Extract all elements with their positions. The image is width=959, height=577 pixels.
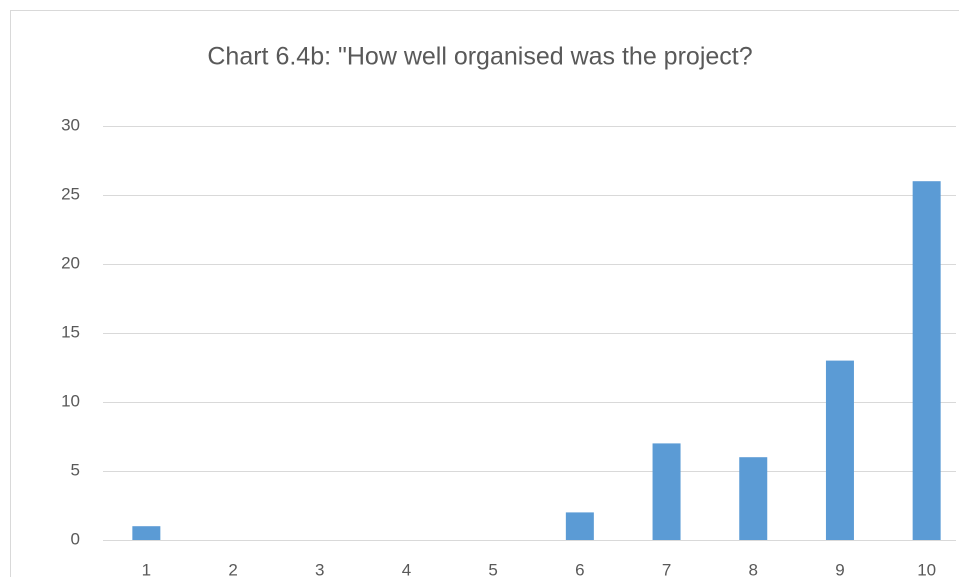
y-tick-label: 5 bbox=[71, 460, 80, 479]
bar bbox=[132, 526, 161, 540]
bar bbox=[912, 181, 941, 540]
x-tick-label: 10 bbox=[917, 560, 936, 577]
bar bbox=[825, 360, 854, 540]
x-tick-label: 7 bbox=[662, 560, 671, 577]
bar bbox=[565, 512, 594, 540]
x-tick-label: 9 bbox=[835, 560, 844, 577]
x-tick-label: 6 bbox=[575, 560, 584, 577]
x-tick-label: 5 bbox=[488, 560, 497, 577]
x-tick-label: 3 bbox=[315, 560, 324, 577]
x-tick-label: 1 bbox=[142, 560, 151, 577]
y-tick-label: 25 bbox=[61, 184, 80, 203]
y-tick-label: 10 bbox=[61, 391, 80, 410]
x-tick-label: 8 bbox=[749, 560, 758, 577]
chart-border bbox=[10, 10, 959, 577]
y-tick-label: 0 bbox=[71, 529, 80, 548]
y-tick-label: 15 bbox=[61, 322, 80, 341]
x-tick-label: 4 bbox=[402, 560, 411, 577]
bar bbox=[652, 443, 681, 540]
chart-title: Chart 6.4b: "How well organised was the … bbox=[207, 43, 752, 71]
y-tick-label: 20 bbox=[61, 253, 80, 272]
y-tick-label: 30 bbox=[61, 115, 80, 134]
bar bbox=[739, 457, 768, 540]
x-tick-label: 2 bbox=[228, 560, 237, 577]
